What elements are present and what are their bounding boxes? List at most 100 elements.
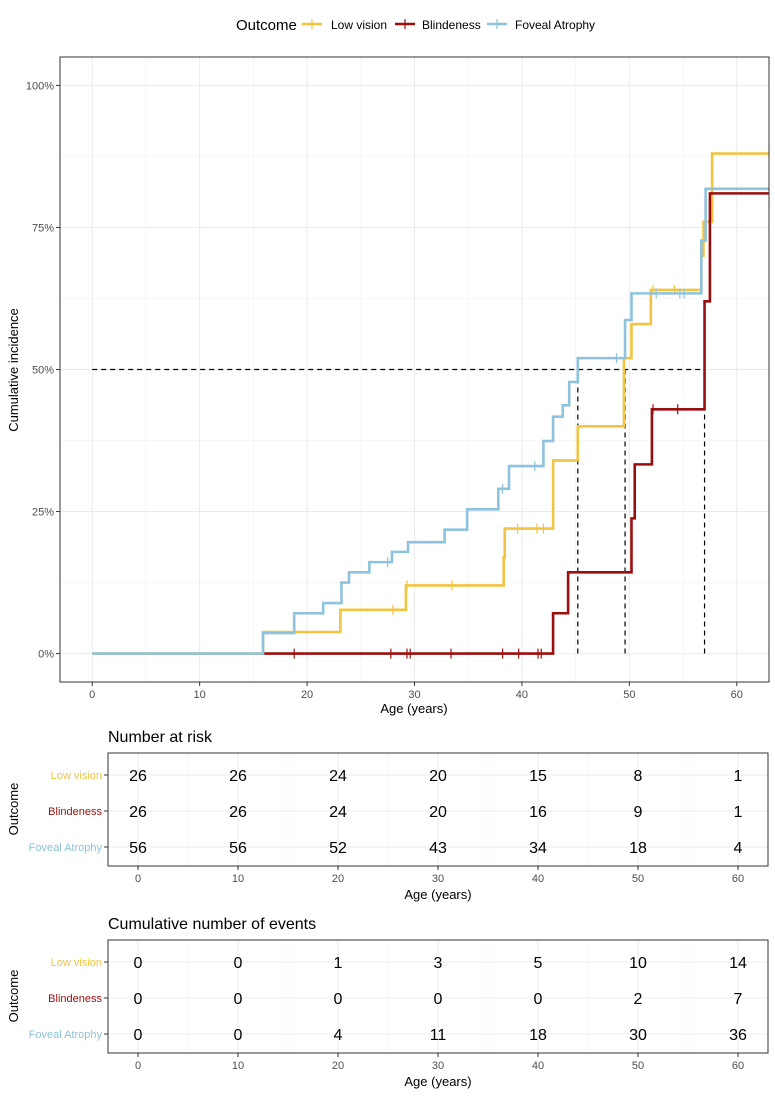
table-cell-low-vision: 24	[329, 768, 347, 785]
table-x-tick-label: 40	[532, 873, 544, 885]
row-label-low-vision: Low vision	[51, 957, 102, 969]
y-tick-label: 100%	[26, 80, 54, 92]
y-tick-label: 0%	[38, 649, 54, 661]
table-cell-blindeness: 7	[734, 991, 743, 1008]
table-x-tick-label: 40	[532, 1060, 544, 1072]
table-cell-foveal-atrophy: 11	[430, 1027, 447, 1044]
incidence-plot: 0% 25% 50% 75% 100% 0 10 20 30 40 50 60 Age (years…	[6, 56, 770, 716]
table-x-tick-label: 60	[732, 873, 744, 885]
table-x-tick-label: 50	[632, 1060, 644, 1072]
table-x-tick-label: 0	[135, 1060, 141, 1072]
legend-item-blindeness[interactable]: Blindeness	[395, 18, 481, 32]
row-label-foveal-atrophy: Foveal Atrophy	[29, 842, 103, 854]
risk-table-y-title: Outcome	[6, 783, 21, 836]
table-cell-low-vision: 8	[634, 768, 643, 785]
series-lines	[92, 152, 769, 659]
x-axis-ticks: 0 10 20 30 40 50 60	[89, 682, 743, 701]
x-tick-label: 60	[731, 689, 743, 701]
legend-label-blindeness: Blindeness	[422, 18, 481, 32]
events-table-x-title: Age (years)	[404, 1074, 471, 1089]
y-tick-label: 50%	[32, 365, 54, 377]
plot-border	[59, 56, 770, 683]
table-x-tick-label: 10	[232, 1060, 244, 1072]
legend-title: Outcome	[236, 17, 297, 34]
x-tick-label: 30	[408, 689, 420, 701]
events-table-y-title: Outcome	[6, 970, 21, 1023]
table-x-tick-label: 20	[332, 873, 344, 885]
table-cell-blindeness: 0	[534, 991, 543, 1008]
plot-gridlines	[60, 57, 769, 682]
table-cell-foveal-atrophy: 34	[529, 840, 547, 857]
table-cell-low-vision: 5	[534, 955, 543, 972]
table-cell-foveal-atrophy: 18	[629, 840, 647, 857]
y-axis-title: Cumulative incidence	[6, 308, 21, 432]
cumulative-events-table: Cumulative number of events Low vision 0 0…	[6, 916, 769, 1089]
table-cell-blindeness: 26	[229, 804, 247, 821]
risk-table-gridlines	[108, 753, 768, 866]
row-label-foveal-atrophy: Foveal Atrophy	[29, 1029, 103, 1041]
table-cell-blindeness: 0	[434, 991, 443, 1008]
x-tick-label: 0	[89, 689, 95, 701]
legend-label-foveal-atrophy: Foveal Atrophy	[515, 18, 595, 32]
table-cell-blindeness: 24	[329, 804, 347, 821]
table-cell-blindeness: 20	[429, 804, 447, 821]
risk-table-x-title: Age (years)	[404, 887, 471, 902]
y-tick-label: 75%	[32, 222, 54, 234]
table-cell-low-vision: 0	[134, 955, 143, 972]
table-x-tick-label: 30	[432, 873, 444, 885]
table-cell-foveal-atrophy: 56	[229, 840, 247, 857]
legend-item-foveal-atrophy[interactable]: Foveal Atrophy	[487, 18, 595, 32]
table-cell-low-vision: 1	[734, 768, 743, 785]
table-cell-blindeness: 26	[129, 804, 147, 821]
table-cell-blindeness: 0	[334, 991, 343, 1008]
x-axis-title: Age (years)	[380, 701, 447, 716]
table-x-tick-label: 60	[732, 1060, 744, 1072]
table-cell-low-vision: 26	[129, 768, 147, 785]
x-tick-label: 50	[623, 689, 635, 701]
table-cell-blindeness: 2	[634, 991, 643, 1008]
table-cell-low-vision: 26	[229, 768, 247, 785]
table-cell-foveal-atrophy: 52	[329, 840, 347, 857]
table-x-tick-label: 30	[432, 1060, 444, 1072]
events-table-x-ticks: 0 10 20 30 40 50 60	[135, 1053, 744, 1072]
legend: Outcome Low vision Blindeness Foveal Atr…	[236, 17, 595, 34]
table-cell-foveal-atrophy: 0	[134, 1027, 143, 1044]
risk-table-x-ticks: 0 10 20 30 40 50 60	[135, 866, 744, 885]
table-cell-low-vision: 0	[234, 955, 243, 972]
legend-item-low-vision[interactable]: Low vision	[302, 18, 387, 32]
table-cell-foveal-atrophy: 4	[734, 840, 743, 857]
table-cell-foveal-atrophy: 36	[729, 1027, 747, 1044]
events-table-border	[107, 939, 769, 1054]
table-cell-blindeness: 16	[529, 804, 547, 821]
risk-table-title: Number at risk	[108, 729, 213, 746]
series-line-foveal-atrophy	[92, 187, 769, 655]
x-tick-label: 40	[516, 689, 528, 701]
table-cell-low-vision: 3	[434, 955, 443, 972]
table-cell-foveal-atrophy: 0	[234, 1027, 243, 1044]
table-cell-foveal-atrophy: 43	[429, 840, 447, 857]
table-cell-foveal-atrophy: 18	[529, 1027, 547, 1044]
table-cell-blindeness: 1	[734, 804, 743, 821]
row-label-blindeness: Blindeness	[48, 993, 102, 1005]
events-table-gridlines	[108, 940, 768, 1053]
table-cell-foveal-atrophy: 4	[334, 1027, 343, 1044]
x-tick-label: 10	[194, 689, 206, 701]
table-cell-blindeness: 9	[634, 804, 643, 821]
events-table-title: Cumulative number of events	[108, 916, 316, 933]
table-cell-foveal-atrophy: 30	[629, 1027, 647, 1044]
x-tick-label: 20	[301, 689, 313, 701]
y-axis-ticks: 0% 25% 50% 75% 100%	[26, 80, 60, 661]
table-x-tick-label: 10	[232, 873, 244, 885]
table-x-tick-label: 50	[632, 873, 644, 885]
table-cell-blindeness: 0	[234, 991, 243, 1008]
events-table-rows: Low vision 0 0 1 3 5 10 14 Blindeness 0 0 0 0 0 2 7 Fove…	[29, 955, 747, 1044]
table-x-tick-label: 20	[332, 1060, 344, 1072]
legend-label-low-vision: Low vision	[331, 18, 387, 32]
number-at-risk-table: Number at risk Low vision 26 26 24 20 15 8 1 Bli…	[6, 729, 769, 902]
y-tick-label: 25%	[32, 507, 54, 519]
table-cell-low-vision: 10	[629, 955, 647, 972]
table-cell-low-vision: 1	[334, 955, 343, 972]
table-cell-foveal-atrophy: 56	[129, 840, 147, 857]
risk-table-rows: Low vision 26 26 24 20 15 8 1 Blindeness 26 26 24 20…	[29, 768, 743, 857]
